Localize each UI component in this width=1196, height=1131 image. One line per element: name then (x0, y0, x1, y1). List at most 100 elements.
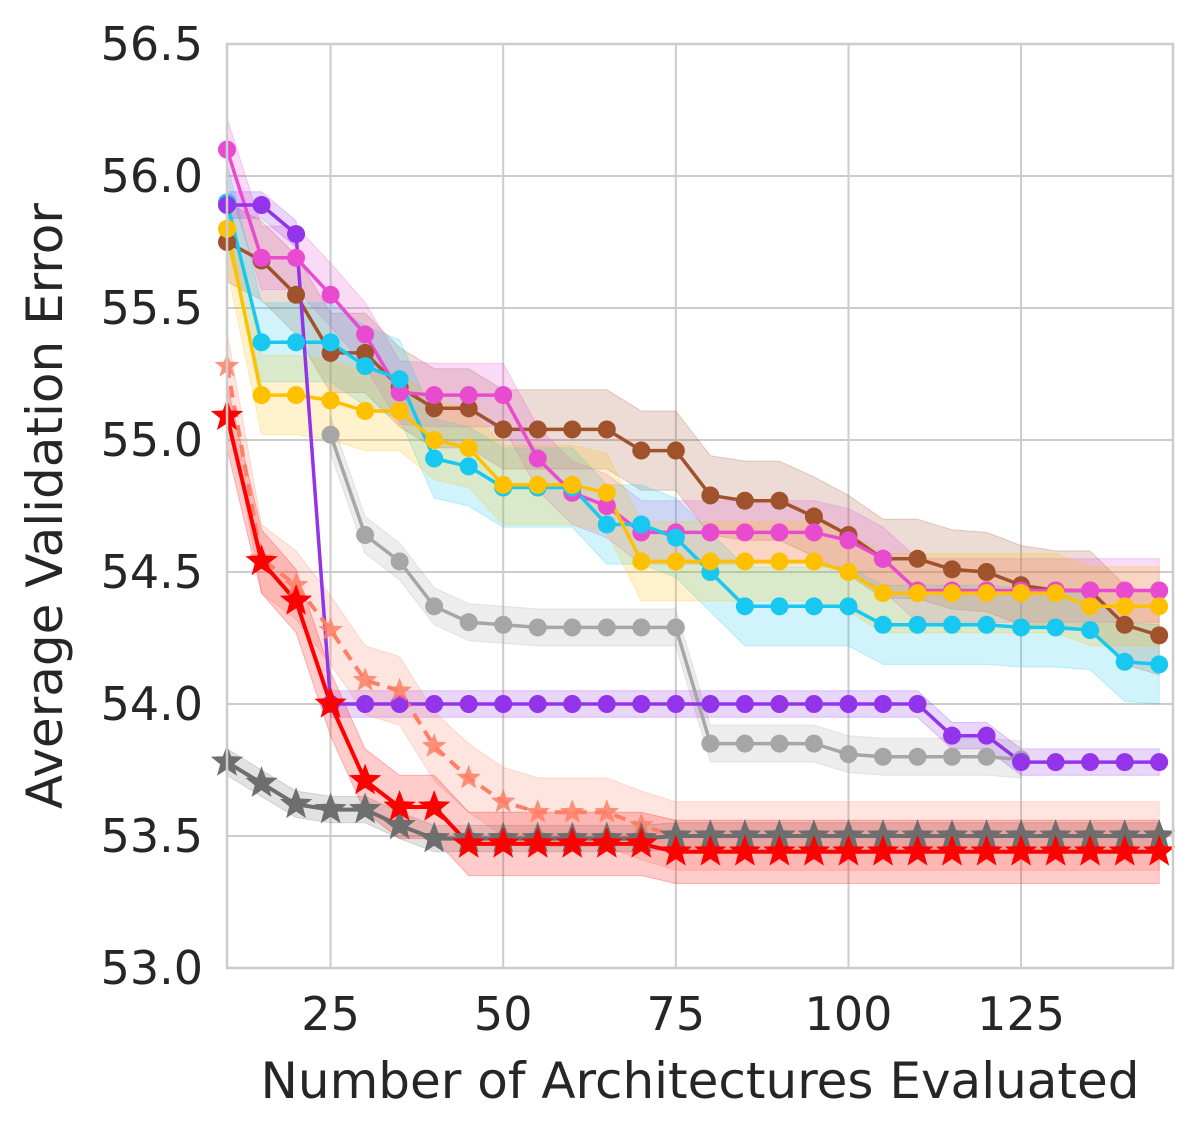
point-violet (356, 695, 375, 713)
series-markers (210, 140, 1176, 866)
point-dark-gray (901, 819, 934, 850)
point-orange (1046, 584, 1065, 603)
point-dark-gray (1074, 819, 1107, 850)
line-dark-gray (225, 760, 1160, 841)
point-gray (908, 747, 927, 766)
point-cyan (977, 615, 996, 634)
point-violet (528, 695, 547, 713)
point-cyan (252, 333, 271, 352)
point-red (487, 826, 520, 858)
point-violet (425, 695, 444, 713)
point-magenta (770, 523, 789, 542)
point-red (348, 763, 382, 795)
point-orange (839, 563, 858, 581)
point-dark-gray (279, 787, 313, 819)
point-dark-gray (1108, 819, 1141, 850)
point-orange (770, 552, 789, 571)
point-brown (287, 285, 306, 304)
point-orange (735, 552, 754, 571)
point-cyan (632, 515, 651, 534)
point-violet (632, 695, 651, 713)
point-dark-gray (418, 821, 451, 853)
line-cyan (225, 201, 1160, 667)
point-red (763, 834, 796, 866)
point-gray (943, 747, 962, 766)
point-violet (804, 695, 823, 713)
point-dark-gray (659, 819, 692, 850)
y-tick-label: 55.0 (101, 413, 203, 467)
point-cyan (666, 528, 685, 547)
point-red (556, 826, 589, 858)
point-salmon-dashed (594, 799, 620, 823)
point-violet (459, 695, 478, 713)
point-cyan (1081, 621, 1100, 640)
point-brown (1115, 615, 1134, 634)
point-violet (770, 695, 789, 713)
point-violet (908, 695, 927, 713)
point-cyan (356, 357, 375, 376)
point-gray (459, 613, 478, 632)
point-magenta (597, 497, 616, 515)
point-cyan (839, 597, 858, 616)
point-cyan (735, 597, 754, 616)
point-red (901, 834, 934, 866)
point-red (279, 584, 313, 615)
point-red (1004, 834, 1038, 866)
point-magenta (1081, 581, 1100, 600)
point-magenta (1115, 581, 1134, 600)
point-orange (1012, 584, 1031, 603)
y-axis-label: Average Validation Error (16, 203, 74, 809)
point-brown (459, 399, 478, 418)
point-brown (356, 343, 375, 362)
point-salmon-dashed (421, 733, 447, 757)
point-orange (1081, 597, 1100, 616)
point-brown (597, 420, 616, 439)
point-red (832, 834, 865, 866)
point-magenta (252, 248, 271, 267)
point-salmon-dashed (525, 799, 551, 823)
point-violet (735, 695, 754, 713)
point-salmon-dashed (559, 799, 585, 823)
point-gray (666, 618, 685, 637)
point-brown (908, 549, 927, 568)
point-violet (597, 695, 616, 713)
point-gray (804, 734, 823, 753)
point-dark-gray (1143, 819, 1176, 850)
point-gray (701, 734, 720, 753)
point-dark-gray (935, 819, 969, 850)
y-tick-label: 54.5 (101, 545, 203, 599)
point-orange (943, 584, 962, 603)
point-cyan (1046, 618, 1065, 637)
point-magenta (528, 449, 547, 468)
point-violet (666, 695, 685, 713)
point-salmon-dashed (387, 677, 412, 702)
point-dark-gray (763, 819, 796, 850)
point-red (659, 834, 692, 866)
point-gray (563, 618, 582, 637)
point-dark-gray (348, 792, 382, 824)
point-brown (528, 420, 547, 439)
point-gray (528, 618, 547, 637)
point-magenta (287, 248, 306, 267)
line-violet (227, 203, 1160, 764)
tick-labels: 53.0 53.5 54.0 54.5 55.0 55.5 56.0 56.5 25 50 75 10… (101, 17, 1065, 1041)
point-cyan (597, 515, 616, 534)
point-violet (839, 695, 858, 713)
point-dark-gray (866, 819, 900, 850)
line-magenta (225, 149, 1160, 593)
point-violet (287, 225, 306, 244)
point-brown (804, 507, 823, 526)
point-orange (528, 475, 547, 494)
point-red (418, 790, 451, 821)
point-magenta (1150, 581, 1169, 600)
point-brown (563, 420, 582, 439)
point-violet (873, 695, 892, 713)
point-brown (735, 491, 754, 510)
point-brown (943, 560, 962, 579)
point-orange (1150, 597, 1169, 616)
point-red (625, 826, 658, 858)
point-magenta (459, 386, 478, 405)
point-orange (252, 386, 271, 405)
point-red (452, 826, 485, 858)
point-red (1108, 834, 1141, 866)
